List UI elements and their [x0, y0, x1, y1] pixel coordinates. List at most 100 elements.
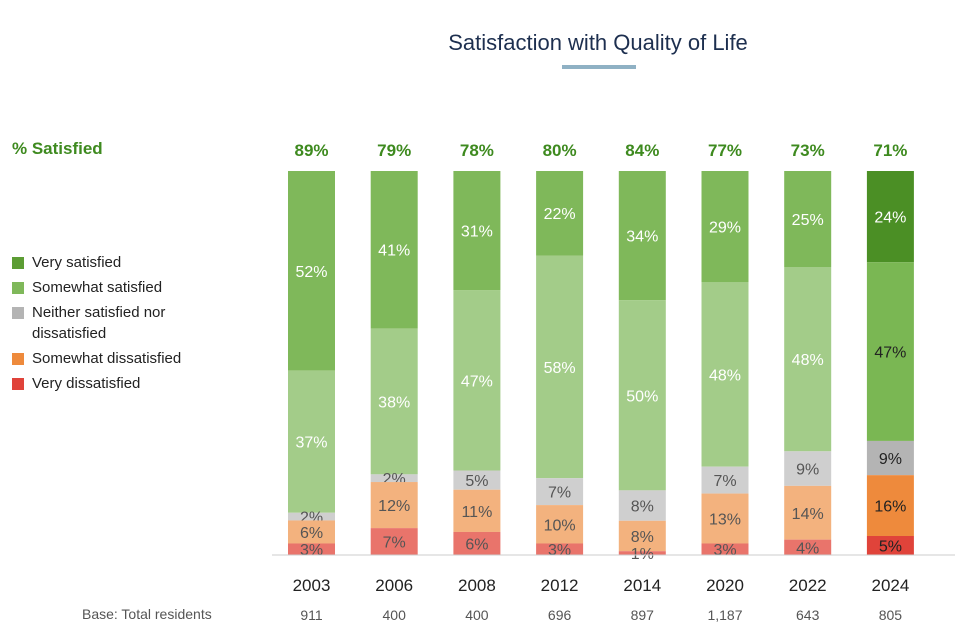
bar-segment-2012-very-dissatisfied: [536, 543, 584, 555]
data-label-2012-somewhat-satisfied: 58%: [544, 360, 576, 377]
bar-segment-2022-somewhat-satisfied: [784, 267, 832, 452]
data-label-2003-very-dissatisfied: 3%: [300, 542, 323, 559]
title-underline: [562, 65, 636, 69]
data-label-2006-very-satisfied: 41%: [378, 243, 410, 260]
data-label-2003-somewhat-satisfied: 37%: [295, 435, 327, 452]
legend-item-neither: Neither satisfied nor dissatisfied: [12, 302, 212, 344]
data-label-2012-very-dissatisfied: 3%: [548, 542, 571, 559]
x-tick-label-2020: 2020: [706, 576, 744, 595]
satisfied-total-2022: 73%: [791, 141, 825, 160]
bar-segment-2006-somewhat-dissatisfied: [370, 482, 418, 529]
bar-segment-2024-neither-satisfied-nor-dissatisfied: [866, 440, 914, 476]
bar-segment-2012-very-satisfied: [536, 171, 584, 256]
bar-segment-2024-very-dissatisfied: [866, 535, 914, 555]
bar-segment-2020-very-satisfied: [701, 171, 749, 283]
bar-segment-2006-very-satisfied: [370, 171, 418, 329]
data-label-2022-somewhat-dissatisfied: 14%: [792, 506, 824, 523]
data-label-2014-very-satisfied: 34%: [626, 229, 658, 246]
bar-segment-2014-neither-satisfied-nor-dissatisfied: [618, 490, 666, 521]
satisfied-total-2020: 77%: [708, 141, 742, 160]
legend-swatch-very-dissatisfied: [12, 378, 24, 390]
legend-label: Very dissatisfied: [32, 375, 141, 392]
bar-segment-2003-neither-satisfied-nor-dissatisfied: [288, 512, 335, 521]
bar-segment-2008-neither-satisfied-nor-dissatisfied: [453, 470, 501, 490]
data-label-2022-very-dissatisfied: 4%: [796, 540, 819, 557]
legend-item-very-satisfied: Very satisfied: [12, 252, 212, 273]
data-label-2024-somewhat-dissatisfied: 16%: [874, 499, 906, 516]
data-label-2024-somewhat-satisfied: 47%: [874, 345, 906, 362]
data-label-2008-very-dissatisfied: 6%: [465, 536, 488, 553]
satisfied-total-2008: 78%: [460, 141, 494, 160]
satisfied-total-2003: 89%: [294, 141, 328, 160]
base-count-2022: 643: [796, 607, 820, 623]
data-label-2024-very-dissatisfied: 5%: [879, 538, 902, 555]
data-label-2020-very-dissatisfied: 3%: [713, 542, 736, 559]
data-label-2020-neither-satisfied-nor-dissatisfied: 7%: [713, 473, 736, 490]
satisfied-total-2012: 80%: [543, 141, 577, 160]
data-label-2006-somewhat-dissatisfied: 12%: [378, 498, 410, 515]
bar-segment-2020-neither-satisfied-nor-dissatisfied: [701, 466, 749, 494]
base-label: Base: Total residents: [82, 606, 212, 622]
satisfied-total-2006: 79%: [377, 141, 411, 160]
bar-segment-2024-somewhat-satisfied: [866, 262, 914, 441]
bar-segment-2003-somewhat-dissatisfied: [288, 520, 335, 544]
x-tick-label-2024: 2024: [871, 576, 909, 595]
bar-segment-2012-neither-satisfied-nor-dissatisfied: [536, 478, 584, 506]
data-label-2014-somewhat-satisfied: 50%: [626, 388, 658, 405]
bar-segment-2020-very-dissatisfied: [701, 543, 749, 555]
bar-segment-2020-somewhat-satisfied: [701, 282, 749, 467]
base-count-2014: 897: [631, 607, 655, 623]
base-count-2012: 696: [548, 607, 572, 623]
legend-label: Neither satisfied nor dissatisfied: [32, 304, 166, 342]
bar-segment-2020-somewhat-dissatisfied: [701, 493, 749, 544]
bar-segment-2024-very-satisfied: [866, 171, 914, 263]
data-label-2020-somewhat-dissatisfied: 13%: [709, 512, 741, 529]
legend-swatch-neither: [12, 307, 24, 319]
bar-segment-2014-somewhat-dissatisfied: [618, 520, 666, 552]
data-label-2003-very-satisfied: 52%: [295, 264, 327, 281]
bar-segment-2014-very-satisfied: [618, 171, 666, 301]
legend-item-somewhat-satisfied: Somewhat satisfied: [12, 277, 212, 298]
bar-segment-2003-very-satisfied: [288, 171, 335, 371]
bar-segment-2006-neither-satisfied-nor-dissatisfied: [370, 474, 418, 483]
legend-swatch-somewhat-satisfied: [12, 282, 24, 294]
chart-title: Satisfaction with Quality of Life: [448, 30, 748, 55]
data-label-2014-neither-satisfied-nor-dissatisfied: 8%: [631, 499, 654, 516]
data-label-2008-somewhat-satisfied: 47%: [461, 373, 493, 390]
bar-segment-2014-very-dissatisfied: [618, 551, 666, 555]
data-label-2008-neither-satisfied-nor-dissatisfied: 5%: [465, 473, 488, 490]
data-label-2020-somewhat-satisfied: 48%: [709, 368, 741, 385]
legend-item-somewhat-dissatisfied: Somewhat dissatisfied: [12, 348, 212, 369]
x-tick-label-2003: 2003: [293, 576, 331, 595]
x-tick-label-2012: 2012: [541, 576, 579, 595]
bar-segment-2022-very-dissatisfied: [784, 539, 832, 555]
legend: Very satisfied Somewhat satisfied Neithe…: [12, 252, 212, 398]
bar-segment-2012-somewhat-satisfied: [536, 255, 584, 479]
data-label-2006-very-dissatisfied: 7%: [383, 535, 406, 552]
base-count-2003: 911: [300, 607, 323, 623]
bar-segment-2024-somewhat-dissatisfied: [866, 475, 914, 536]
data-label-2012-somewhat-dissatisfied: 10%: [544, 517, 576, 534]
base-count-2020: 1,187: [707, 607, 742, 623]
satisfied-total-2024: 71%: [873, 141, 907, 160]
x-tick-label-2014: 2014: [623, 576, 661, 595]
bar-segment-2012-somewhat-dissatisfied: [536, 505, 584, 544]
bar-segment-2008-somewhat-dissatisfied: [453, 489, 501, 532]
bar-segment-2006-very-dissatisfied: [370, 528, 418, 555]
bar-segment-2022-neither-satisfied-nor-dissatisfied: [784, 451, 832, 486]
data-label-2012-neither-satisfied-nor-dissatisfied: 7%: [548, 485, 571, 502]
x-tick-label-2006: 2006: [375, 576, 413, 595]
base-count-2006: 400: [383, 607, 407, 623]
satisfied-total-2014: 84%: [625, 141, 659, 160]
data-label-2022-neither-satisfied-nor-dissatisfied: 9%: [796, 462, 819, 479]
data-label-2020-very-satisfied: 29%: [709, 220, 741, 237]
legend-label: Somewhat satisfied: [32, 279, 163, 296]
legend-label: Somewhat dissatisfied: [32, 350, 182, 367]
base-count-2024: 805: [879, 607, 903, 623]
x-tick-label-2022: 2022: [789, 576, 827, 595]
bar-segment-2008-somewhat-satisfied: [453, 290, 501, 471]
legend-item-very-dissatisfied: Very dissatisfied: [12, 373, 212, 394]
pct-satisfied-label: % Satisfied: [12, 139, 103, 158]
legend-label: Very satisfied: [32, 254, 122, 271]
